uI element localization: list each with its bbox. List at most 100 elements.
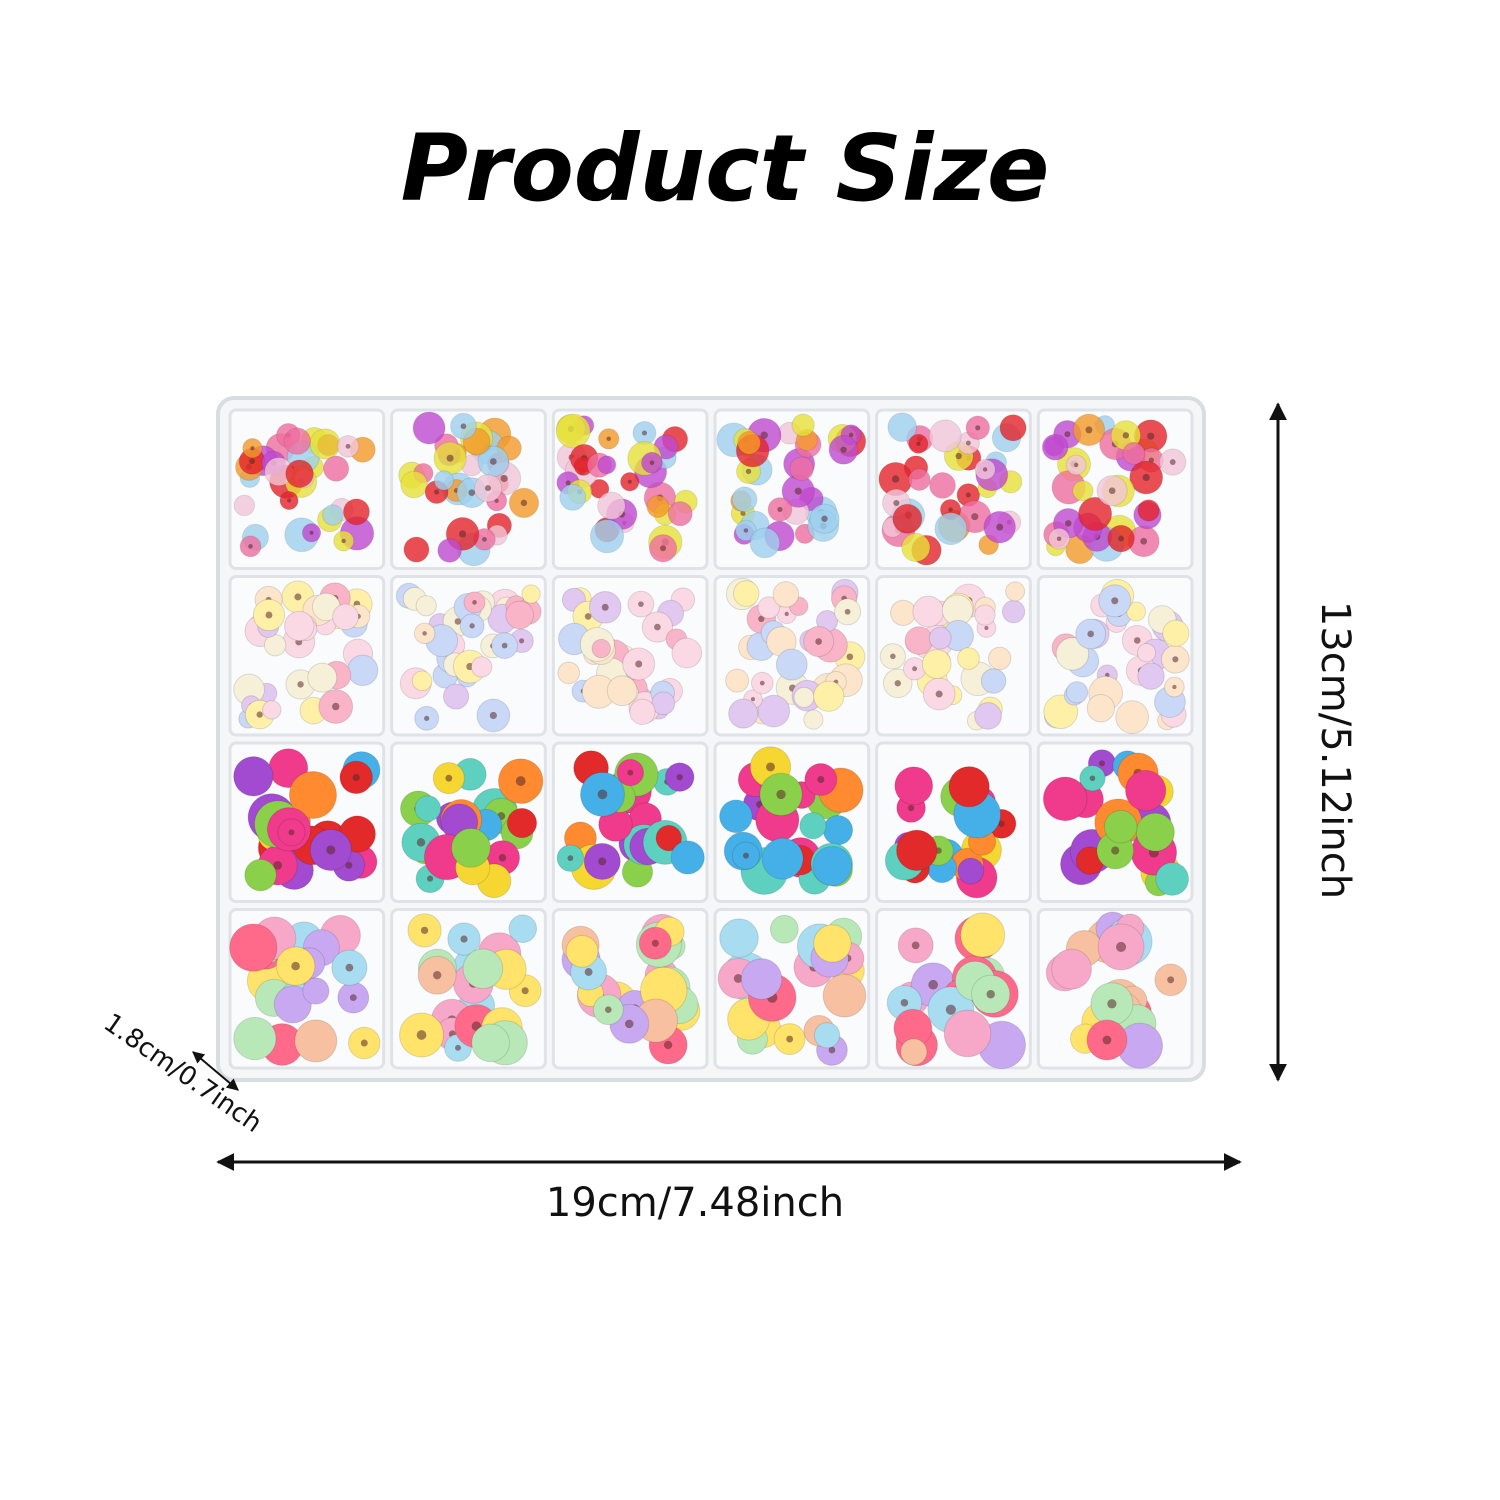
bead-hole	[828, 1046, 836, 1054]
bead-hole	[332, 702, 340, 711]
bead	[433, 470, 455, 491]
bead-hole	[1074, 462, 1079, 468]
bead-hole	[1140, 537, 1148, 545]
bead	[342, 498, 370, 526]
bead-hole	[1089, 775, 1096, 782]
bead	[309, 428, 341, 460]
bead	[506, 807, 538, 839]
bead-hole	[248, 544, 253, 549]
bead-hole	[1142, 473, 1150, 482]
bead	[732, 580, 760, 607]
bead-hole	[291, 961, 300, 971]
bead-hole	[427, 875, 434, 882]
bead	[415, 595, 437, 617]
bead-hole	[309, 530, 314, 535]
bead	[1137, 499, 1160, 522]
bead	[900, 1038, 928, 1066]
bead-hole	[740, 510, 746, 516]
bead-hole	[911, 941, 920, 950]
bead-hole	[341, 538, 346, 544]
bead-hole	[273, 861, 283, 870]
bead-hole	[349, 994, 357, 1002]
bead-hole	[760, 431, 768, 439]
bead	[892, 503, 923, 534]
bead-hole	[935, 690, 943, 698]
bead-hole	[1111, 597, 1119, 605]
bead-hole	[1098, 760, 1105, 767]
bead	[761, 837, 804, 880]
bead	[957, 857, 985, 885]
bead-hole	[1167, 976, 1175, 984]
bead-hole	[743, 528, 749, 533]
bead-hole	[1064, 431, 1071, 438]
bead	[803, 709, 824, 730]
bead	[943, 1009, 992, 1058]
bead-hole	[817, 775, 825, 784]
bead	[728, 698, 759, 729]
bead	[1041, 433, 1069, 461]
bead-hole	[424, 715, 430, 721]
bead-hole	[984, 625, 989, 631]
bead	[414, 795, 442, 822]
bead-hole	[1087, 630, 1094, 638]
bead	[921, 649, 952, 679]
bead	[555, 413, 591, 449]
bead-hole	[663, 1040, 673, 1050]
bead	[233, 756, 274, 797]
bead-hole	[745, 468, 752, 475]
bead-hole	[627, 479, 632, 484]
bead-hole	[352, 773, 360, 781]
bead	[749, 527, 781, 559]
bead-hole	[288, 829, 295, 836]
title: Product Size	[401, 115, 1050, 222]
bead-hole	[627, 769, 634, 776]
bead-hole	[416, 1030, 427, 1040]
bead	[789, 456, 814, 481]
bead-hole	[520, 499, 528, 507]
bead-hole	[759, 680, 765, 686]
bead-hole	[998, 820, 1005, 827]
bead-hole	[1102, 1035, 1112, 1045]
height-arrow	[192, 1051, 239, 1091]
bead	[471, 1023, 510, 1063]
bead-hole	[955, 452, 962, 460]
bead	[412, 411, 446, 445]
bead-hole	[294, 593, 302, 601]
bead	[793, 686, 815, 708]
bead	[1125, 769, 1167, 812]
bead	[233, 494, 256, 517]
bead	[929, 472, 956, 499]
bead	[813, 924, 852, 963]
bead-hole	[584, 968, 593, 976]
bead	[302, 977, 330, 1005]
bead-hole	[1169, 459, 1176, 465]
bead-hole	[1172, 656, 1179, 663]
bead-hole	[326, 845, 336, 855]
bead	[508, 914, 538, 944]
bead	[400, 470, 428, 499]
bead	[1065, 681, 1089, 704]
bead-hole	[982, 467, 988, 472]
bead	[273, 985, 312, 1024]
bead	[322, 504, 344, 526]
bead	[294, 1019, 338, 1063]
bead-hole	[912, 666, 918, 672]
bead-hole	[1122, 432, 1130, 439]
bead-hole	[460, 423, 467, 430]
bead	[974, 701, 1002, 730]
bead-hole	[494, 498, 499, 503]
bead	[244, 858, 277, 892]
bead	[934, 512, 968, 546]
bead-hole	[468, 489, 476, 496]
bead-hole	[489, 458, 497, 465]
bead-hole	[965, 440, 971, 446]
bead	[462, 948, 504, 990]
bead	[769, 914, 799, 944]
bead-hole	[758, 615, 765, 623]
bead	[791, 413, 815, 437]
bead-hole	[469, 623, 475, 629]
bead	[437, 538, 462, 563]
bead	[1115, 700, 1150, 734]
bead	[1042, 776, 1088, 822]
bead	[1051, 948, 1093, 990]
